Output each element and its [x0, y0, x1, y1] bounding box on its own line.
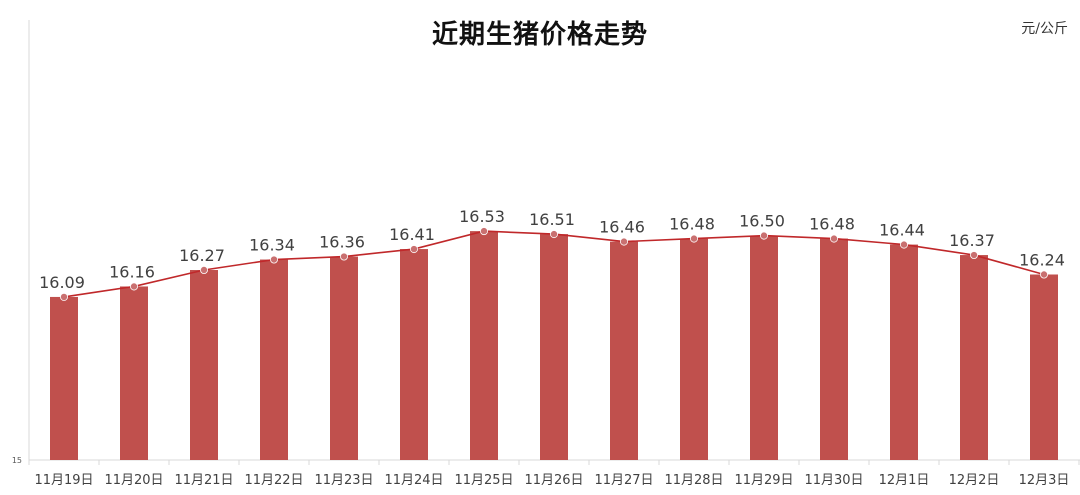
data-point — [479, 227, 488, 236]
data-label: 16.36 — [319, 233, 365, 252]
data-point — [409, 245, 418, 254]
data-point — [60, 292, 69, 301]
data-label: 16.46 — [599, 218, 645, 237]
chart-title: 近期生猪价格走势 — [431, 20, 648, 50]
bar — [260, 259, 288, 460]
y-tick-label: 15 — [12, 456, 22, 465]
data-label: 16.27 — [179, 246, 225, 265]
x-tick-label: 11月27日 — [594, 473, 653, 488]
x-tick-label: 11月30日 — [804, 473, 863, 488]
x-tick-label: 11月24日 — [384, 473, 443, 488]
data-label: 16.41 — [389, 225, 435, 244]
data-point — [760, 231, 769, 240]
data-label: 16.48 — [809, 215, 855, 234]
bar — [50, 296, 78, 460]
data-label: 16.34 — [249, 236, 295, 255]
x-tick-label: 11月20日 — [104, 473, 163, 488]
bar — [820, 238, 848, 460]
data-point — [129, 282, 138, 291]
data-point — [550, 230, 559, 239]
data-point — [1040, 270, 1049, 279]
data-point — [199, 266, 208, 275]
x-tick-label: 11月23日 — [314, 473, 373, 488]
data-label: 16.44 — [879, 221, 925, 240]
data-label: 16.24 — [1019, 250, 1065, 269]
data-label: 16.37 — [949, 231, 995, 250]
data-label: 16.09 — [39, 273, 85, 292]
x-tick-label: 11月22日 — [244, 473, 303, 488]
data-point — [620, 237, 629, 246]
data-label: 16.50 — [739, 212, 785, 231]
bar — [890, 244, 918, 460]
x-tick-label: 11月28日 — [664, 473, 723, 488]
data-label: 16.16 — [109, 262, 155, 281]
x-tick-label: 11月19日 — [34, 473, 93, 488]
bar — [1030, 274, 1058, 460]
data-label: 16.53 — [459, 207, 505, 226]
bar — [120, 286, 148, 460]
data-label: 16.48 — [669, 215, 715, 234]
bar — [400, 249, 428, 460]
bar — [960, 255, 988, 460]
x-tick-label: 12月2日 — [949, 473, 1000, 488]
data-point — [339, 252, 348, 261]
bar — [540, 234, 568, 460]
data-point — [830, 234, 839, 243]
bar — [680, 238, 708, 460]
x-tick-label: 12月3日 — [1019, 473, 1070, 488]
data-point — [690, 234, 699, 243]
x-tick-label: 12月1日 — [879, 473, 930, 488]
unit-label: 元/公斤 — [1021, 21, 1068, 37]
bar — [330, 256, 358, 460]
data-point — [269, 255, 278, 264]
data-label: 16.51 — [529, 210, 575, 229]
bar — [610, 241, 638, 460]
data-point — [900, 240, 909, 249]
x-tick-label: 11月29日 — [734, 473, 793, 488]
bar — [750, 235, 778, 460]
x-tick-label: 11月25日 — [454, 473, 513, 488]
x-tick-label: 11月26日 — [524, 473, 583, 488]
data-point — [970, 251, 979, 260]
bar — [470, 231, 498, 460]
x-tick-label: 11月21日 — [174, 473, 233, 488]
bar — [190, 270, 218, 460]
